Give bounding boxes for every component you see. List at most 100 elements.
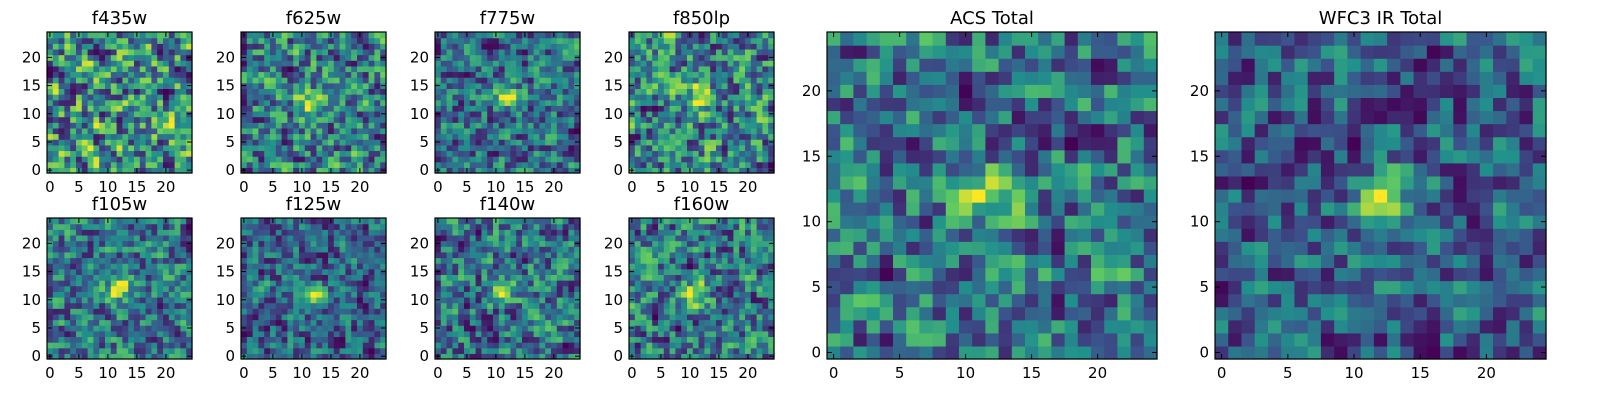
- heatmap-cell: [539, 291, 546, 298]
- heatmap-cell: [452, 342, 459, 349]
- heatmap-cell: [310, 263, 317, 270]
- heatmap-cell: [692, 296, 700, 304]
- heatmap-cell: [180, 43, 187, 50]
- heatmap-cell: [374, 263, 381, 270]
- heatmap-cell: [93, 268, 100, 275]
- heatmap-cell: [374, 94, 381, 101]
- heatmap-cell: [58, 325, 65, 332]
- heatmap-cell: [134, 274, 141, 281]
- heatmap-cell: [241, 336, 248, 343]
- heatmap-cell: [562, 32, 569, 39]
- heatmap-cell: [134, 161, 141, 168]
- heatmap-cell: [498, 223, 506, 230]
- heatmap-cell: [333, 330, 341, 338]
- heatmap-cell: [368, 313, 375, 321]
- heatmap-cell: [322, 116, 329, 123]
- heatmap-cell: [93, 65, 100, 73]
- heatmap-cell: [533, 353, 540, 360]
- heatmap-cell: [739, 116, 746, 123]
- heatmap-cell: [629, 308, 636, 315]
- heatmap-cell: [52, 330, 60, 338]
- heatmap-cell: [510, 65, 517, 73]
- heatmap-cell: [116, 325, 123, 332]
- heatmap-cell: [698, 48, 705, 56]
- heatmap-cell: [464, 54, 471, 61]
- heatmap-cell: [710, 77, 717, 84]
- heatmap-cell: [768, 127, 775, 135]
- heatmap-cell: [464, 263, 471, 270]
- heatmap-cell: [452, 77, 459, 84]
- heatmap-cell: [464, 325, 471, 332]
- heatmap-cell: [768, 336, 775, 343]
- heatmap-cell: [681, 325, 688, 332]
- heatmap-cell: [81, 77, 89, 84]
- heatmap-cell: [435, 280, 442, 287]
- heatmap-cell: [510, 88, 517, 95]
- heatmap-cell: [270, 347, 277, 354]
- heatmap-cell: [174, 308, 181, 315]
- heatmap-cell: [322, 229, 329, 236]
- heatmap-cell: [128, 342, 135, 349]
- heatmap-cell: [481, 167, 488, 174]
- heatmap-cell: [128, 144, 135, 152]
- heatmap-cell: [345, 37, 352, 44]
- heatmap-cell: [663, 110, 671, 118]
- heatmap-cell: [186, 127, 193, 135]
- heatmap-cell: [750, 274, 758, 281]
- heatmap-cell: [168, 48, 176, 56]
- heatmap-cell: [287, 144, 294, 152]
- heatmap-cell: [475, 291, 482, 298]
- heatmap-cell: [180, 263, 187, 270]
- heatmap-cell: [270, 71, 277, 78]
- heatmap-cell: [663, 347, 671, 354]
- heatmap-cell: [527, 65, 535, 73]
- heatmap-cell: [241, 43, 248, 50]
- heatmap-cell: [99, 268, 106, 275]
- heatmap-cell: [122, 144, 129, 152]
- heatmap-cell: [716, 94, 723, 101]
- heatmap-cell: [510, 223, 517, 230]
- heatmap-cell: [446, 150, 453, 157]
- heatmap-cell: [556, 105, 564, 112]
- heatmap-cell: [464, 246, 471, 253]
- heatmap-cell: [275, 240, 283, 247]
- heatmap-cell: [264, 285, 271, 292]
- heatmap-cell: [281, 77, 288, 84]
- heatmap-cell: [47, 257, 54, 264]
- heatmap-cell: [246, 302, 254, 309]
- heatmap-cell: [663, 37, 671, 44]
- heatmap-cell: [721, 342, 729, 349]
- heatmap-cell: [134, 246, 141, 253]
- heatmap-cell: [145, 257, 152, 264]
- heatmap-cell: [475, 296, 482, 304]
- heatmap-cell: [745, 122, 752, 129]
- heatmap-cell: [258, 268, 265, 275]
- heatmap-cell: [733, 156, 740, 163]
- heatmap-cell: [64, 150, 71, 157]
- heatmap-cell: [264, 116, 271, 123]
- heatmap-cell: [710, 32, 717, 39]
- heatmap-cell: [310, 291, 317, 298]
- heatmap-cell: [99, 336, 106, 343]
- heatmap-cell: [252, 285, 259, 292]
- heatmap-cell: [368, 43, 375, 50]
- heatmap-cell: [145, 99, 152, 106]
- heatmap-cell: [545, 285, 552, 292]
- heatmap-cell: [440, 94, 448, 101]
- heatmap-cell: [157, 240, 164, 247]
- heatmap-cell: [698, 347, 705, 354]
- heatmap-cell: [652, 274, 659, 281]
- heatmap-cell: [539, 246, 546, 253]
- heatmap-cell: [698, 54, 705, 61]
- heatmap-cell: [646, 302, 653, 309]
- heatmap-cell: [510, 77, 517, 84]
- heatmap-cell: [58, 54, 65, 61]
- heatmap-cell: [47, 319, 54, 326]
- heatmap-cell: [139, 43, 147, 50]
- heatmap-cell: [458, 251, 465, 259]
- heatmap-cell: [58, 257, 65, 264]
- x-tick-label: 0: [239, 364, 249, 382]
- heatmap-cell: [687, 319, 694, 326]
- heatmap-cell: [562, 296, 569, 304]
- heatmap-cell: [145, 94, 152, 101]
